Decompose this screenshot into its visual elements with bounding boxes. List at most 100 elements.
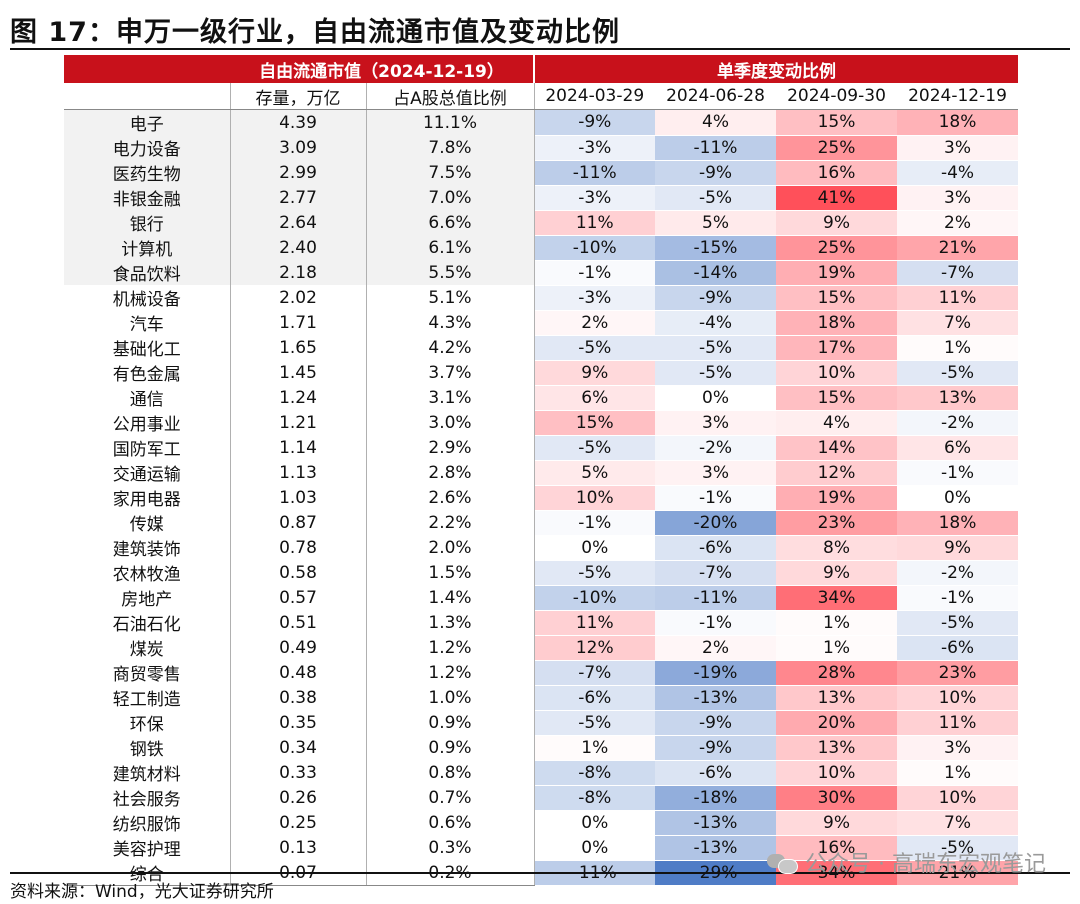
change-cell: 7% — [897, 810, 1018, 836]
industry-cell: 医药生物 — [64, 160, 231, 185]
share-cell: 1.2% — [366, 635, 535, 660]
industry-cell: 美容护理 — [64, 835, 231, 860]
table-row: 美容护理 0.13 0.3% 0% -13% 16% -5% — [64, 835, 1018, 861]
change-cell: -5% — [655, 185, 776, 211]
share-cell: 2.6% — [366, 485, 535, 510]
industry-cell: 钢铁 — [64, 735, 231, 760]
industry-cell: 交通运输 — [64, 460, 231, 485]
change-cell: -9% — [655, 710, 776, 736]
change-cell: 1% — [776, 610, 897, 636]
change-cell: -5% — [897, 360, 1018, 386]
change-cell: -5% — [534, 560, 655, 586]
share-cell: 7.8% — [366, 135, 535, 160]
change-cell: -10% — [534, 585, 655, 611]
industry-cell: 有色金属 — [64, 360, 231, 385]
change-cell: 19% — [776, 260, 897, 286]
share-cell: 0.3% — [366, 835, 535, 860]
share-cell: 0.9% — [366, 710, 535, 735]
change-cell: 0% — [897, 485, 1018, 511]
change-cell: -2% — [655, 435, 776, 461]
change-cell: 34% — [776, 585, 897, 611]
wechat-icon — [767, 851, 799, 874]
change-cell: 2% — [655, 635, 776, 661]
change-cell: 10% — [776, 360, 897, 386]
stock-cell: 0.33 — [230, 760, 367, 785]
industry-cell: 国防军工 — [64, 435, 231, 460]
change-cell: 11% — [897, 285, 1018, 311]
change-cell: -5% — [534, 435, 655, 461]
change-cell: -5% — [655, 360, 776, 386]
bottom-rule — [10, 872, 1070, 874]
change-cell: 19% — [776, 485, 897, 511]
watermark-text: 公众号 · 高瑞东宏观笔记 — [805, 852, 1046, 877]
change-cell: 2% — [897, 210, 1018, 236]
stock-cell: 1.71 — [230, 310, 367, 335]
table-row: 房地产 0.57 1.4% -10% -11% 34% -1% — [64, 585, 1018, 611]
industry-cell: 汽车 — [64, 310, 231, 335]
change-cell: -1% — [897, 460, 1018, 486]
change-cell: 13% — [776, 735, 897, 761]
change-cell: -6% — [897, 635, 1018, 661]
industry-cell: 轻工制造 — [64, 685, 231, 710]
change-cell: 15% — [776, 109, 897, 136]
share-cell: 3.0% — [366, 410, 535, 435]
table-body: 电子 4.39 11.1% -9% 4% 15% 18% 电力设备 3.09 7.8% -3% -11… — [64, 109, 1018, 886]
change-cell: 15% — [534, 410, 655, 436]
share-cell: 4.3% — [366, 310, 535, 335]
group-header-quarterly-change: 单季度变动比例 — [534, 55, 1018, 83]
stock-cell: 1.03 — [230, 485, 367, 510]
change-cell: 13% — [776, 685, 897, 711]
change-cell: -1% — [897, 585, 1018, 611]
change-cell: -5% — [655, 335, 776, 361]
stock-cell: 1.65 — [230, 335, 367, 360]
share-cell: 1.2% — [366, 660, 535, 685]
industry-cell: 传媒 — [64, 510, 231, 535]
change-cell: -8% — [534, 785, 655, 811]
change-cell: 11% — [534, 610, 655, 636]
share-cell: 4.2% — [366, 335, 535, 360]
change-cell: 16% — [776, 835, 897, 861]
change-cell: -2% — [897, 410, 1018, 436]
change-cell: 16% — [776, 160, 897, 186]
change-cell: 28% — [776, 660, 897, 686]
share-cell: 2.8% — [366, 460, 535, 485]
stock-cell: 1.13 — [230, 460, 367, 485]
change-cell: 23% — [776, 510, 897, 536]
stock-cell: 0.34 — [230, 735, 367, 760]
stock-cell: 2.40 — [230, 235, 367, 260]
table-row: 非银金融 2.77 7.0% -3% -5% 41% 3% — [64, 185, 1018, 211]
change-cell: 5% — [655, 210, 776, 236]
table-row: 国防军工 1.14 2.9% -5% -2% 14% 6% — [64, 435, 1018, 461]
table-row: 商贸零售 0.48 1.2% -7% -19% 28% 23% — [64, 660, 1018, 686]
change-cell: 10% — [776, 760, 897, 786]
stock-cell: 1.45 — [230, 360, 367, 385]
change-cell: -13% — [655, 810, 776, 836]
table-row: 传媒 0.87 2.2% -1% -20% 23% 18% — [64, 510, 1018, 536]
change-cell: -14% — [655, 260, 776, 286]
change-cell: -13% — [655, 685, 776, 711]
change-cell: -7% — [897, 260, 1018, 286]
change-cell: 3% — [655, 410, 776, 436]
column-header-q1: 2024-03-29 — [534, 83, 655, 110]
change-cell: 0% — [534, 835, 655, 861]
change-cell: 5% — [534, 460, 655, 486]
change-cell: -9% — [534, 109, 655, 136]
change-cell: -9% — [655, 285, 776, 311]
change-cell: -13% — [655, 835, 776, 861]
table-row: 机械设备 2.02 5.1% -3% -9% 15% 11% — [64, 285, 1018, 311]
share-cell: 0.6% — [366, 810, 535, 835]
stock-cell: 2.99 — [230, 160, 367, 185]
change-cell: 10% — [897, 785, 1018, 811]
change-cell: 3% — [897, 135, 1018, 161]
change-cell: 2% — [534, 310, 655, 336]
stock-cell: 0.26 — [230, 785, 367, 810]
group-header-market-cap: 自由流通市值（2024-12-19） — [230, 55, 535, 83]
change-cell: 11% — [534, 210, 655, 236]
change-cell: 10% — [534, 485, 655, 511]
share-cell: 1.4% — [366, 585, 535, 610]
stock-cell: 3.09 — [230, 135, 367, 160]
share-cell: 7.0% — [366, 185, 535, 210]
table-row: 社会服务 0.26 0.7% -8% -18% 30% 10% — [64, 785, 1018, 811]
change-cell: -7% — [534, 660, 655, 686]
industry-cell: 家用电器 — [64, 485, 231, 510]
